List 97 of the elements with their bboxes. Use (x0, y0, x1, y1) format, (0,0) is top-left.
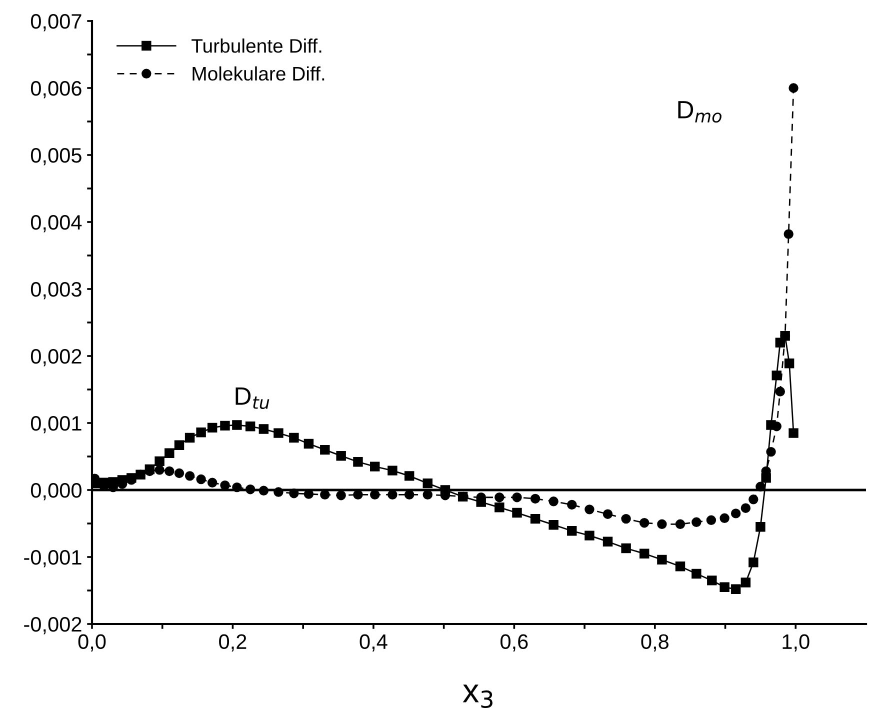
point (154, 465, 164, 475)
x-axis-title: x$_{3}$ (462, 684, 492, 708)
point (258, 424, 269, 434)
point (707, 576, 717, 586)
annotation: D$_{tu}$ (236, 387, 270, 410)
point (772, 370, 782, 380)
point (639, 548, 650, 559)
point (530, 514, 540, 524)
point (621, 543, 631, 554)
point (370, 462, 380, 472)
point (353, 457, 363, 467)
point (154, 456, 164, 466)
point (494, 502, 504, 512)
point (675, 519, 686, 530)
point (621, 514, 631, 524)
point (657, 554, 667, 565)
point (388, 466, 398, 476)
point (548, 520, 558, 530)
point (512, 492, 522, 502)
point (748, 494, 758, 504)
y-tick-label: -0,001 (24, 550, 82, 568)
point (274, 428, 284, 438)
point (788, 83, 798, 93)
point (730, 584, 741, 594)
y-tick-label: 0,005 (30, 148, 82, 166)
point (784, 358, 794, 368)
point (289, 432, 299, 443)
x-tick-label: 0,8 (641, 634, 668, 652)
point (530, 494, 540, 504)
point (320, 444, 330, 455)
point (772, 421, 782, 432)
y-tick-label: 0,006 (30, 81, 82, 98)
y-tick-label: 0,002 (30, 349, 82, 366)
point (692, 517, 702, 528)
point (422, 490, 432, 500)
point (336, 490, 346, 500)
legend-label: Turbulente Diff. (192, 38, 322, 53)
legend-label: Molekulare Diff. (192, 66, 324, 81)
point (766, 446, 776, 457)
x-tick-label: 1,0 (782, 634, 810, 652)
point (657, 519, 667, 530)
point (320, 490, 330, 500)
x-tick-label: 0,6 (500, 634, 528, 652)
point (584, 530, 594, 540)
y-tick-label: -0,002 (24, 617, 82, 634)
point (207, 478, 218, 488)
x-tick-label: 0,2 (219, 634, 246, 652)
point (388, 490, 398, 500)
point (639, 518, 650, 528)
point (512, 508, 522, 518)
point (196, 474, 206, 484)
point (174, 440, 184, 450)
point (748, 558, 758, 568)
point (548, 496, 558, 506)
point (692, 568, 702, 579)
point (207, 422, 218, 433)
point (740, 578, 751, 588)
point (174, 468, 184, 478)
point (740, 503, 751, 513)
point (602, 536, 613, 546)
point (404, 471, 414, 481)
y-tick-label: 0,000 (30, 483, 82, 500)
point (784, 229, 794, 239)
x-tick-label: 0,0 (78, 634, 106, 652)
point (720, 513, 730, 523)
y-tick-label: 0,004 (30, 215, 82, 232)
y-tick-label: 0,001 (30, 416, 82, 434)
point (220, 420, 230, 431)
point (404, 490, 414, 500)
point (494, 492, 504, 502)
point (196, 428, 206, 438)
point (730, 508, 741, 518)
point (775, 386, 786, 396)
point (232, 420, 242, 430)
point (567, 500, 577, 510)
point (706, 515, 716, 526)
point (353, 490, 363, 500)
point (164, 448, 174, 458)
y-tick-label: 0,003 (30, 282, 82, 300)
point (184, 432, 195, 443)
point (245, 421, 256, 432)
point (304, 438, 314, 449)
point (567, 526, 577, 536)
point (675, 562, 686, 572)
point (370, 490, 380, 500)
point (184, 471, 195, 481)
y-tick-label: 0,007 (30, 14, 82, 32)
point (756, 522, 766, 532)
point (720, 582, 730, 592)
point (788, 428, 798, 438)
annotation: D$_{mo}$ (678, 101, 722, 123)
point (584, 504, 594, 514)
point (336, 450, 346, 461)
x-tick-label: 0,4 (360, 634, 388, 652)
point (164, 466, 174, 476)
point (602, 509, 613, 519)
point (422, 478, 432, 488)
